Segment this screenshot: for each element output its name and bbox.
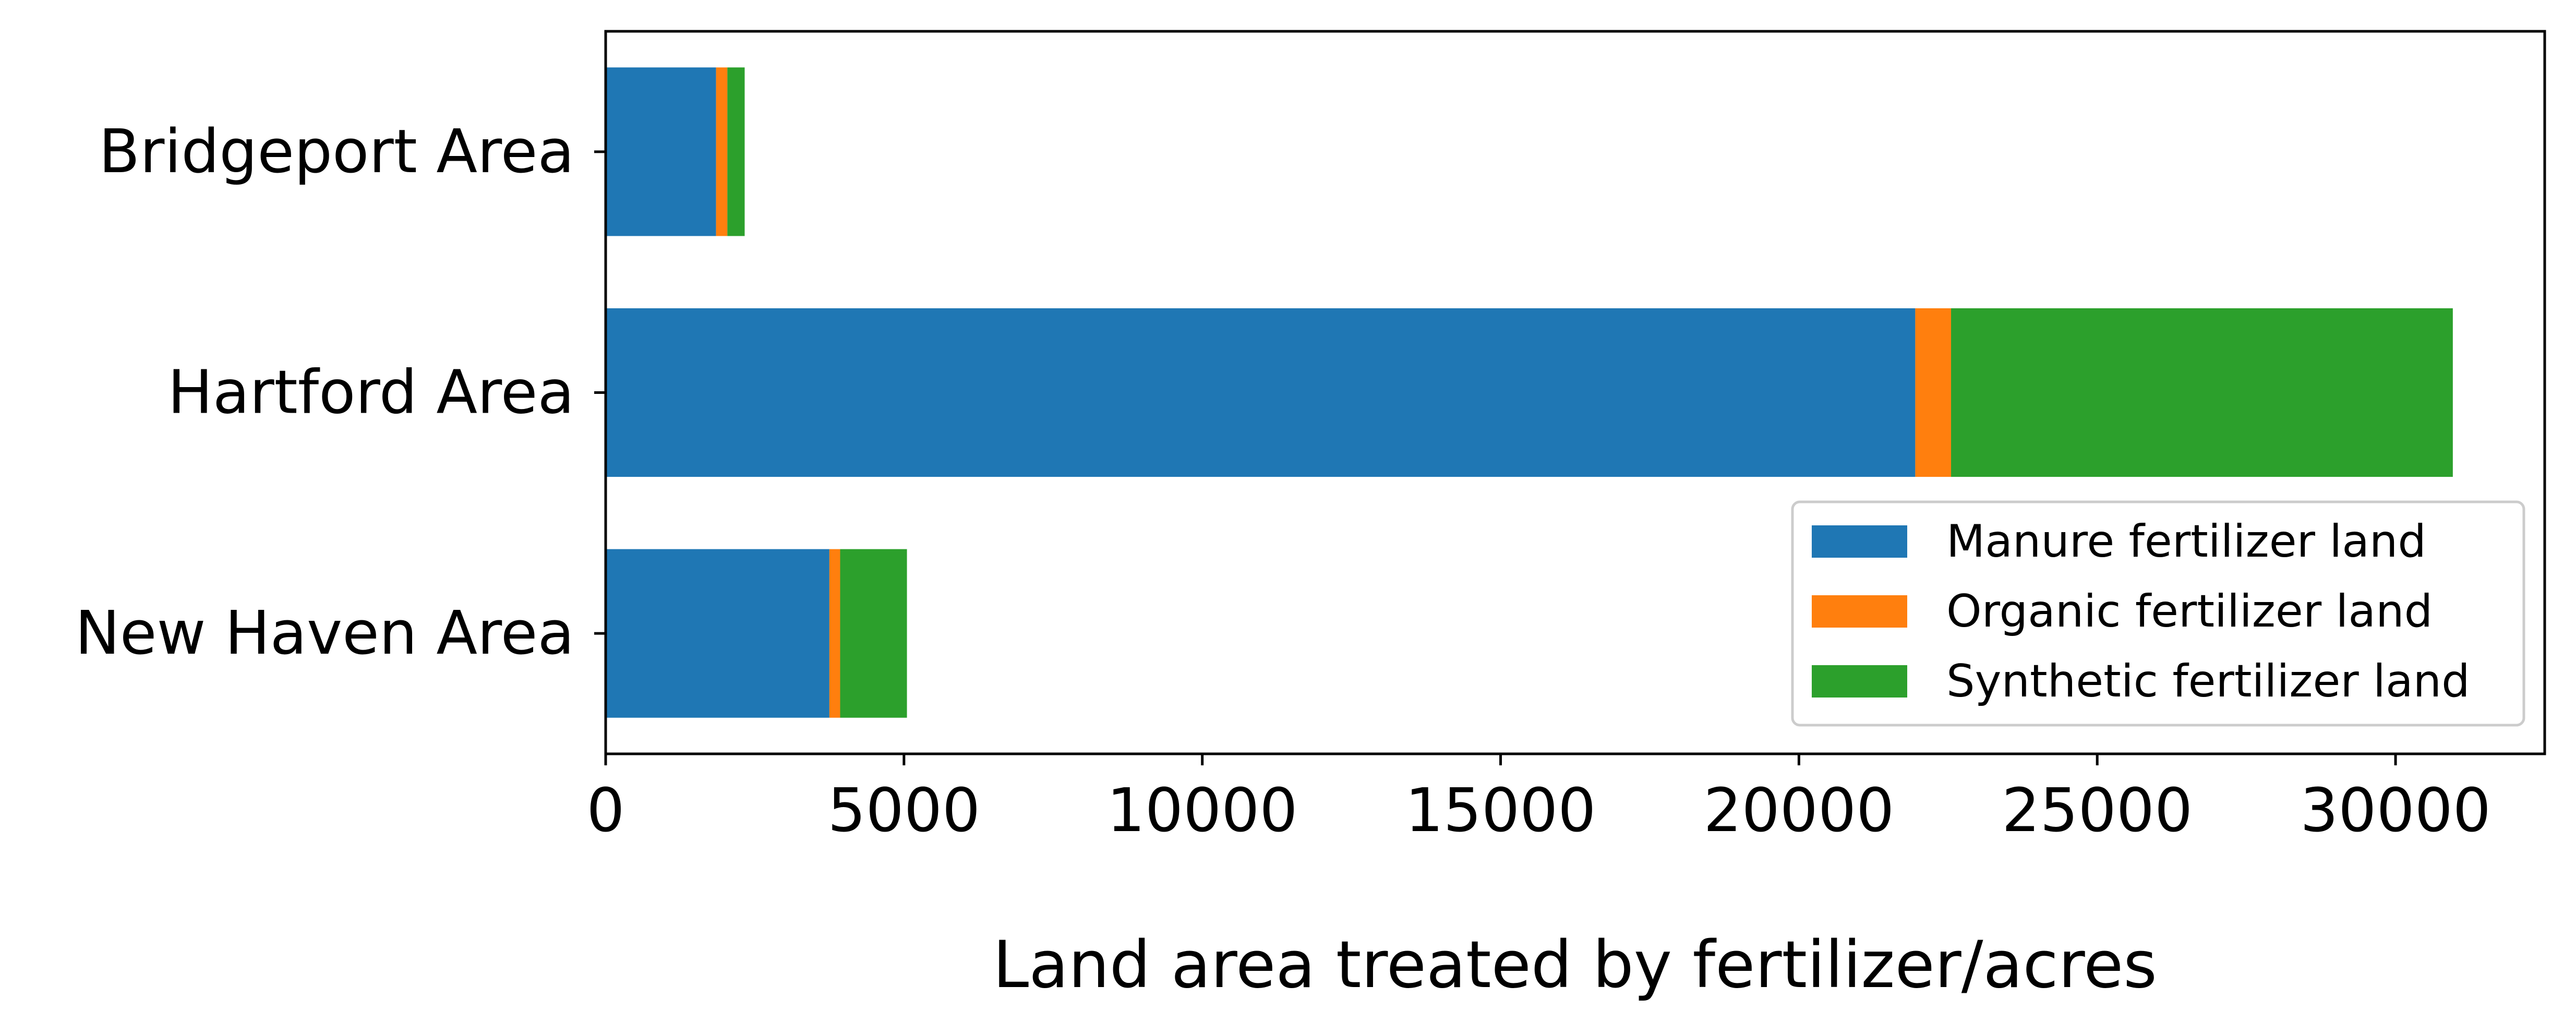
bar-segment-0-1	[606, 308, 1916, 477]
bar-segment-2-1	[1951, 308, 2453, 477]
legend: Manure fertilizer land Organic fertilizer…	[1791, 500, 2525, 727]
bar-segment-2-0	[727, 67, 745, 236]
y-tick-label-0: Bridgeport Area	[99, 117, 574, 187]
bar-segment-0-0	[606, 67, 716, 236]
bar-segment-2-2	[840, 549, 907, 718]
x-axis: 0 5000 10000 15000 20000 25000 30000	[586, 754, 2491, 846]
legend-swatch-0	[1812, 525, 1907, 558]
legend-label-1: Organic fertilizer land	[1946, 585, 2433, 638]
legend-label-0: Manure fertilizer land	[1946, 515, 2426, 568]
legend-swatch-2	[1812, 665, 1907, 698]
legend-label-2: Synthetic fertilizer land	[1946, 655, 2470, 707]
legend-swatch-1	[1812, 595, 1907, 628]
x-tick-label-3: 15000	[1405, 776, 1596, 846]
bar-segment-0-2	[606, 549, 829, 718]
x-tick-label-4: 20000	[1703, 776, 1894, 846]
x-tick-label-2: 10000	[1107, 776, 1298, 846]
x-tick-label-5: 25000	[2002, 776, 2193, 846]
bar-segment-1-2	[829, 549, 840, 718]
bar-segment-1-1	[1915, 308, 1952, 477]
y-tick-label-1: Hartford Area	[167, 358, 574, 428]
y-axis: Bridgeport Area Hartford Area New Haven Ar…	[75, 117, 606, 668]
x-tick-label-6: 30000	[2300, 776, 2491, 846]
x-axis-label: Land area treated by fertilizer/acres	[993, 928, 2157, 1003]
x-tick-label-1: 5000	[828, 776, 981, 846]
bar-segment-1-0	[716, 67, 728, 236]
y-tick-label-2: New Haven Area	[75, 598, 574, 668]
bars-layer	[606, 67, 2453, 718]
x-tick-label-0: 0	[586, 776, 624, 846]
legend-frame	[1791, 500, 2525, 727]
